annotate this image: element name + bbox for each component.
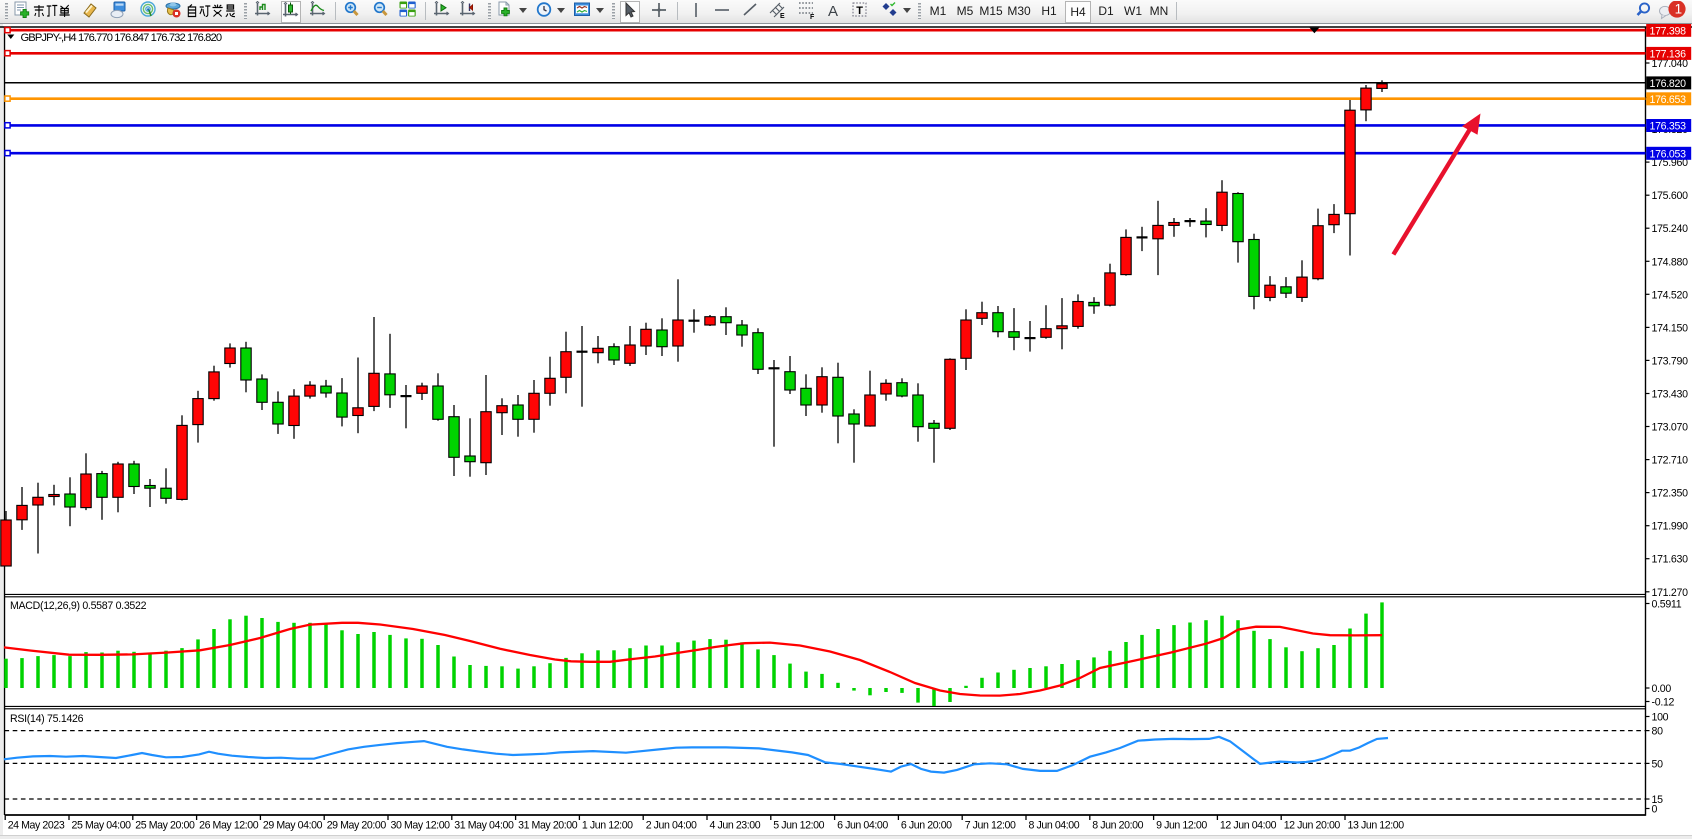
svg-text:6 Jun 04:00: 6 Jun 04:00 <box>837 820 888 832</box>
svg-text:171.630: 171.630 <box>1652 554 1689 566</box>
svg-text:173.070: 173.070 <box>1652 422 1689 434</box>
svg-text:15: 15 <box>1652 794 1664 806</box>
svg-text:29 May 20:00: 29 May 20:00 <box>327 820 387 832</box>
svg-text:176.653: 176.653 <box>1650 94 1687 106</box>
svg-text:12 Jun 20:00: 12 Jun 20:00 <box>1284 820 1341 832</box>
svg-text:25 May 20:00: 25 May 20:00 <box>135 820 195 832</box>
svg-text:-0.12: -0.12 <box>1652 697 1675 709</box>
svg-text:174.150: 174.150 <box>1652 322 1689 334</box>
svg-text:25 May 04:00: 25 May 04:00 <box>72 820 132 832</box>
svg-text:80: 80 <box>1652 726 1664 738</box>
svg-text:0.00: 0.00 <box>1652 683 1672 695</box>
svg-text:31 May 20:00: 31 May 20:00 <box>518 820 578 832</box>
svg-text:9 Jun 12:00: 9 Jun 12:00 <box>1156 820 1207 832</box>
svg-text:0: 0 <box>1652 804 1658 816</box>
svg-text:13 Jun 12:00: 13 Jun 12:00 <box>1348 820 1405 832</box>
svg-text:GBPJPY-,H4 176.770 176.847 17: GBPJPY-,H4 176.770 176.847 176.732 176.8… <box>21 32 222 44</box>
svg-text:8 Jun 04:00: 8 Jun 04:00 <box>1029 820 1080 832</box>
svg-text:50: 50 <box>1652 758 1664 770</box>
svg-text:174.520: 174.520 <box>1652 289 1689 301</box>
svg-text:0.5911: 0.5911 <box>1652 599 1682 611</box>
svg-text:177.136: 177.136 <box>1650 49 1687 61</box>
svg-text:6 Jun 20:00: 6 Jun 20:00 <box>901 820 952 832</box>
svg-text:176.053: 176.053 <box>1650 148 1687 160</box>
svg-text:173.430: 173.430 <box>1652 389 1689 401</box>
svg-text:100: 100 <box>1652 712 1669 724</box>
svg-text:12 Jun 04:00: 12 Jun 04:00 <box>1220 820 1277 832</box>
svg-text:E: E <box>780 13 785 20</box>
svg-text:172.350: 172.350 <box>1652 488 1689 500</box>
svg-text:MACD(12,26,9) 0.5587 0.3522: MACD(12,26,9) 0.5587 0.3522 <box>10 600 147 612</box>
svg-text:177.398: 177.398 <box>1650 25 1687 37</box>
svg-text:175.600: 175.600 <box>1652 190 1689 202</box>
svg-text:T: T <box>856 5 863 17</box>
svg-text:RSI(14) 75.1426: RSI(14) 75.1426 <box>10 713 84 725</box>
svg-text:172.710: 172.710 <box>1652 455 1689 467</box>
svg-text:7 Jun 12:00: 7 Jun 12:00 <box>965 820 1016 832</box>
svg-text:176.353: 176.353 <box>1650 121 1687 133</box>
svg-text:171.990: 171.990 <box>1652 521 1689 533</box>
svg-text:173.790: 173.790 <box>1652 355 1689 367</box>
svg-text:4 Jun 23:00: 4 Jun 23:00 <box>710 820 761 832</box>
svg-text:31 May 04:00: 31 May 04:00 <box>454 820 514 832</box>
svg-text:24 May 2023: 24 May 2023 <box>8 820 65 832</box>
svg-text:176.820: 176.820 <box>1650 78 1687 90</box>
svg-text:1: 1 <box>1675 2 1683 17</box>
svg-text:171.270: 171.270 <box>1652 587 1689 599</box>
svg-text:2 Jun 04:00: 2 Jun 04:00 <box>646 820 697 832</box>
svg-text:1 Jun 12:00: 1 Jun 12:00 <box>582 820 633 832</box>
svg-text:30 May 12:00: 30 May 12:00 <box>391 820 451 832</box>
svg-text:177.040: 177.040 <box>1652 58 1689 70</box>
svg-text:175.240: 175.240 <box>1652 223 1689 235</box>
svg-text:8 Jun 20:00: 8 Jun 20:00 <box>1092 820 1143 832</box>
svg-text:26 May 12:00: 26 May 12:00 <box>199 820 259 832</box>
svg-text:29 May 04:00: 29 May 04:00 <box>263 820 323 832</box>
svg-text:175.960: 175.960 <box>1652 157 1689 169</box>
svg-text:174.880: 174.880 <box>1652 256 1689 268</box>
svg-text:5 Jun 12:00: 5 Jun 12:00 <box>773 820 824 832</box>
svg-text:F: F <box>810 14 815 21</box>
